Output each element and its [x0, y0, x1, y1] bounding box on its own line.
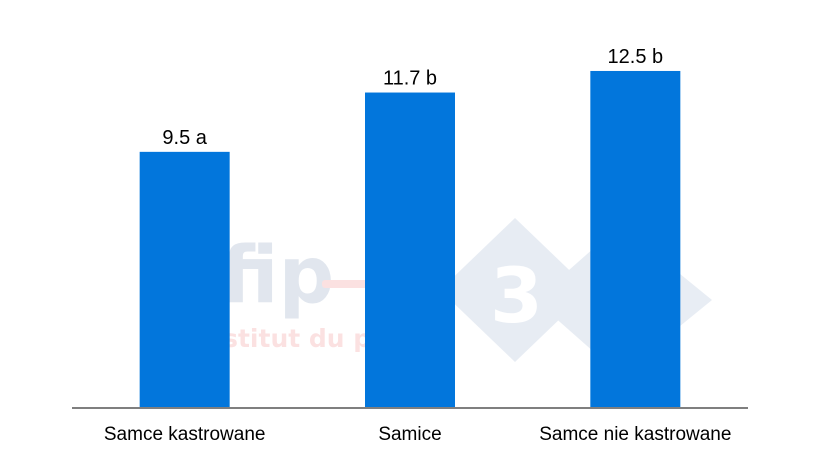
category-label-1: Samce kastrowane	[104, 424, 266, 445]
data-labels-group: 9.5 a 11.7 b 12.5 b	[162, 46, 663, 149]
badge-number: 3	[490, 251, 543, 340]
category-label-3: Samce nie kastrowane	[539, 424, 731, 445]
bar-value-label-1: 9.5 a	[162, 127, 207, 149]
bar-3	[590, 70, 681, 409]
category-label-2: Samice	[378, 424, 441, 445]
bar-2	[365, 92, 455, 409]
bar-value-label-3: 12.5 b	[608, 46, 664, 68]
bar-value-label-2: 11.7 b	[383, 68, 437, 90]
bars-group	[139, 70, 681, 409]
bar-1	[139, 151, 230, 408]
badge-diamond-left	[440, 218, 590, 362]
category-labels-group: Samce kastrowane Samice Samce nie kastrowa…	[104, 424, 732, 445]
